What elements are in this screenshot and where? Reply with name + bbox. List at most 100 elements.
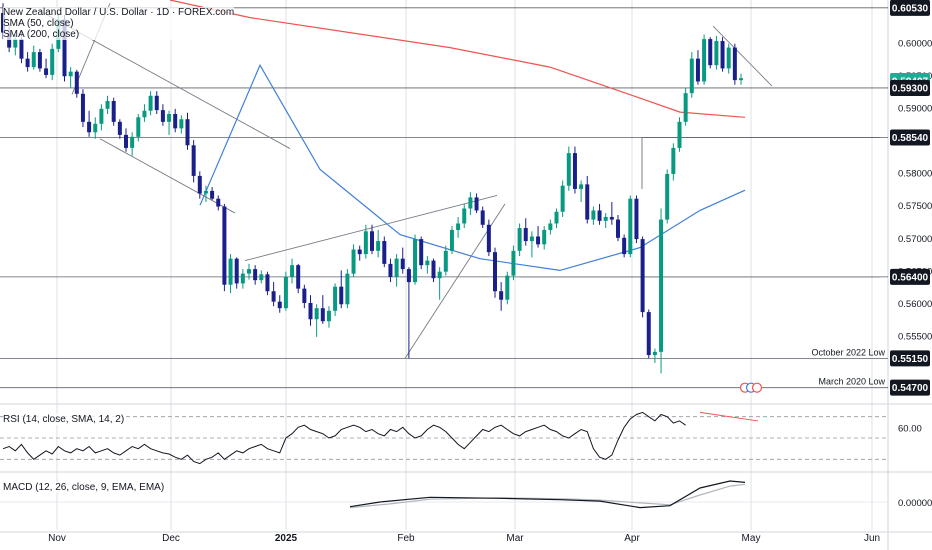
candle-body bbox=[689, 58, 694, 94]
level-badge bbox=[890, 379, 930, 396]
candle-body bbox=[351, 249, 356, 274]
price-axis[interactable]: 0.600000.595000.590000.580000.575000.570… bbox=[890, 0, 932, 396]
time-tick-label: Nov bbox=[48, 533, 66, 544]
candle-body bbox=[87, 121, 92, 133]
rsi-title: RSI (14, close, SMA, 14, 2) bbox=[3, 414, 125, 425]
candle-body bbox=[167, 114, 172, 122]
trend-line bbox=[99, 138, 236, 214]
candle-body bbox=[419, 239, 424, 266]
price-tick-label: 0.56000 bbox=[898, 299, 932, 310]
symbol-title[interactable]: New Zealand Dollar / U.S. Dollar · 1D · … bbox=[3, 7, 235, 18]
candle-body bbox=[726, 47, 731, 69]
level-note: March 2020 Low bbox=[818, 377, 885, 387]
candle-body bbox=[136, 117, 141, 137]
candle-body bbox=[732, 47, 737, 81]
candle-body bbox=[247, 269, 251, 274]
candle-body bbox=[486, 224, 491, 253]
candle-body bbox=[222, 206, 227, 285]
candle-body bbox=[708, 39, 713, 66]
time-axis[interactable]: Nov Dec 2025 Feb Mar Apr May Jun bbox=[48, 533, 880, 544]
sma50-line bbox=[199, 63, 746, 272]
badge-label: 0.56400 bbox=[892, 272, 929, 283]
candle-body bbox=[99, 108, 104, 124]
macd-tick-label: 0.00000 bbox=[898, 498, 932, 509]
candle-body bbox=[80, 93, 85, 122]
candle-body bbox=[585, 184, 590, 220]
candle-body bbox=[37, 52, 42, 69]
candle-body bbox=[50, 48, 55, 75]
candle-body bbox=[363, 231, 368, 255]
candle-body bbox=[31, 52, 36, 68]
candle-body bbox=[296, 265, 301, 289]
candle-body bbox=[579, 184, 584, 189]
price-tick-label: 0.57000 bbox=[898, 234, 932, 245]
candle-body bbox=[493, 252, 497, 292]
sma200-legend[interactable]: SMA (200, close) bbox=[3, 29, 80, 40]
candle-body bbox=[117, 121, 122, 135]
candle-body bbox=[62, 19, 67, 77]
rsi-pane[interactable]: 60.00 bbox=[0, 411, 922, 465]
time-tick-label: 2025 bbox=[275, 533, 298, 544]
candle-body bbox=[683, 93, 688, 122]
time-tick-label: Mar bbox=[506, 533, 524, 544]
candle-body bbox=[234, 258, 239, 284]
candle-body bbox=[720, 41, 725, 69]
sma50-legend[interactable]: SMA (50, close) bbox=[3, 18, 74, 29]
macd-line bbox=[349, 480, 746, 509]
event-flag-icon bbox=[751, 382, 763, 393]
candle-body bbox=[185, 119, 190, 146]
candle-body bbox=[542, 229, 547, 245]
candle-body bbox=[456, 223, 461, 230]
candle-body bbox=[665, 173, 670, 220]
price-tick-label: 0.58000 bbox=[898, 169, 932, 180]
candle-body bbox=[523, 228, 528, 242]
badge-label: 0.58540 bbox=[892, 133, 929, 144]
candle-body bbox=[265, 274, 270, 292]
candle-body bbox=[148, 95, 153, 111]
time-tick-label: Jun bbox=[864, 533, 880, 544]
candle-body bbox=[19, 39, 24, 59]
trend-line bbox=[244, 195, 498, 262]
candle-body bbox=[382, 241, 387, 264]
rsi-trend-line bbox=[699, 411, 759, 422]
candle-body bbox=[739, 78, 743, 81]
candle-body bbox=[253, 269, 258, 281]
candle-body bbox=[714, 41, 719, 66]
candle-body bbox=[191, 145, 196, 176]
candle-body bbox=[628, 198, 633, 255]
macd-signal-line bbox=[349, 483, 746, 509]
candle-body bbox=[480, 210, 485, 225]
candle-body bbox=[93, 123, 98, 133]
candle-body bbox=[290, 265, 295, 277]
macd-legend[interactable]: MACD (12, 26, close, 9, EMA, EMA) bbox=[3, 482, 165, 493]
chart-legend: New Zealand Dollar / U.S. Dollar · 1D · … bbox=[3, 7, 235, 40]
time-tick-label: Feb bbox=[397, 533, 415, 544]
candle-body bbox=[609, 216, 614, 220]
candle-body bbox=[7, 32, 12, 48]
rsi-legend[interactable]: RSI (14, close, SMA, 14, 2) bbox=[3, 414, 125, 425]
candle-body bbox=[314, 308, 319, 320]
candle-body bbox=[695, 58, 700, 82]
candle-body bbox=[511, 250, 516, 276]
candle-body bbox=[425, 260, 430, 266]
candle-body bbox=[124, 134, 128, 148]
candle-body bbox=[652, 351, 657, 356]
candle-body bbox=[413, 239, 418, 283]
candle-body bbox=[130, 136, 135, 148]
candle-body bbox=[634, 198, 639, 240]
candle-body bbox=[468, 197, 473, 209]
trend-line bbox=[712, 25, 773, 87]
candle-body bbox=[302, 288, 307, 303]
candle-body bbox=[572, 153, 577, 189]
candle-body bbox=[210, 190, 215, 199]
candle-body bbox=[517, 228, 522, 251]
candle-body bbox=[271, 291, 276, 302]
candle-body bbox=[646, 312, 651, 356]
candle-body bbox=[370, 231, 374, 251]
macd-pane[interactable]: 0.00000 bbox=[0, 480, 932, 509]
rsi-line bbox=[2, 411, 686, 465]
candle-body bbox=[616, 219, 620, 238]
time-tick-label: May bbox=[742, 533, 761, 544]
